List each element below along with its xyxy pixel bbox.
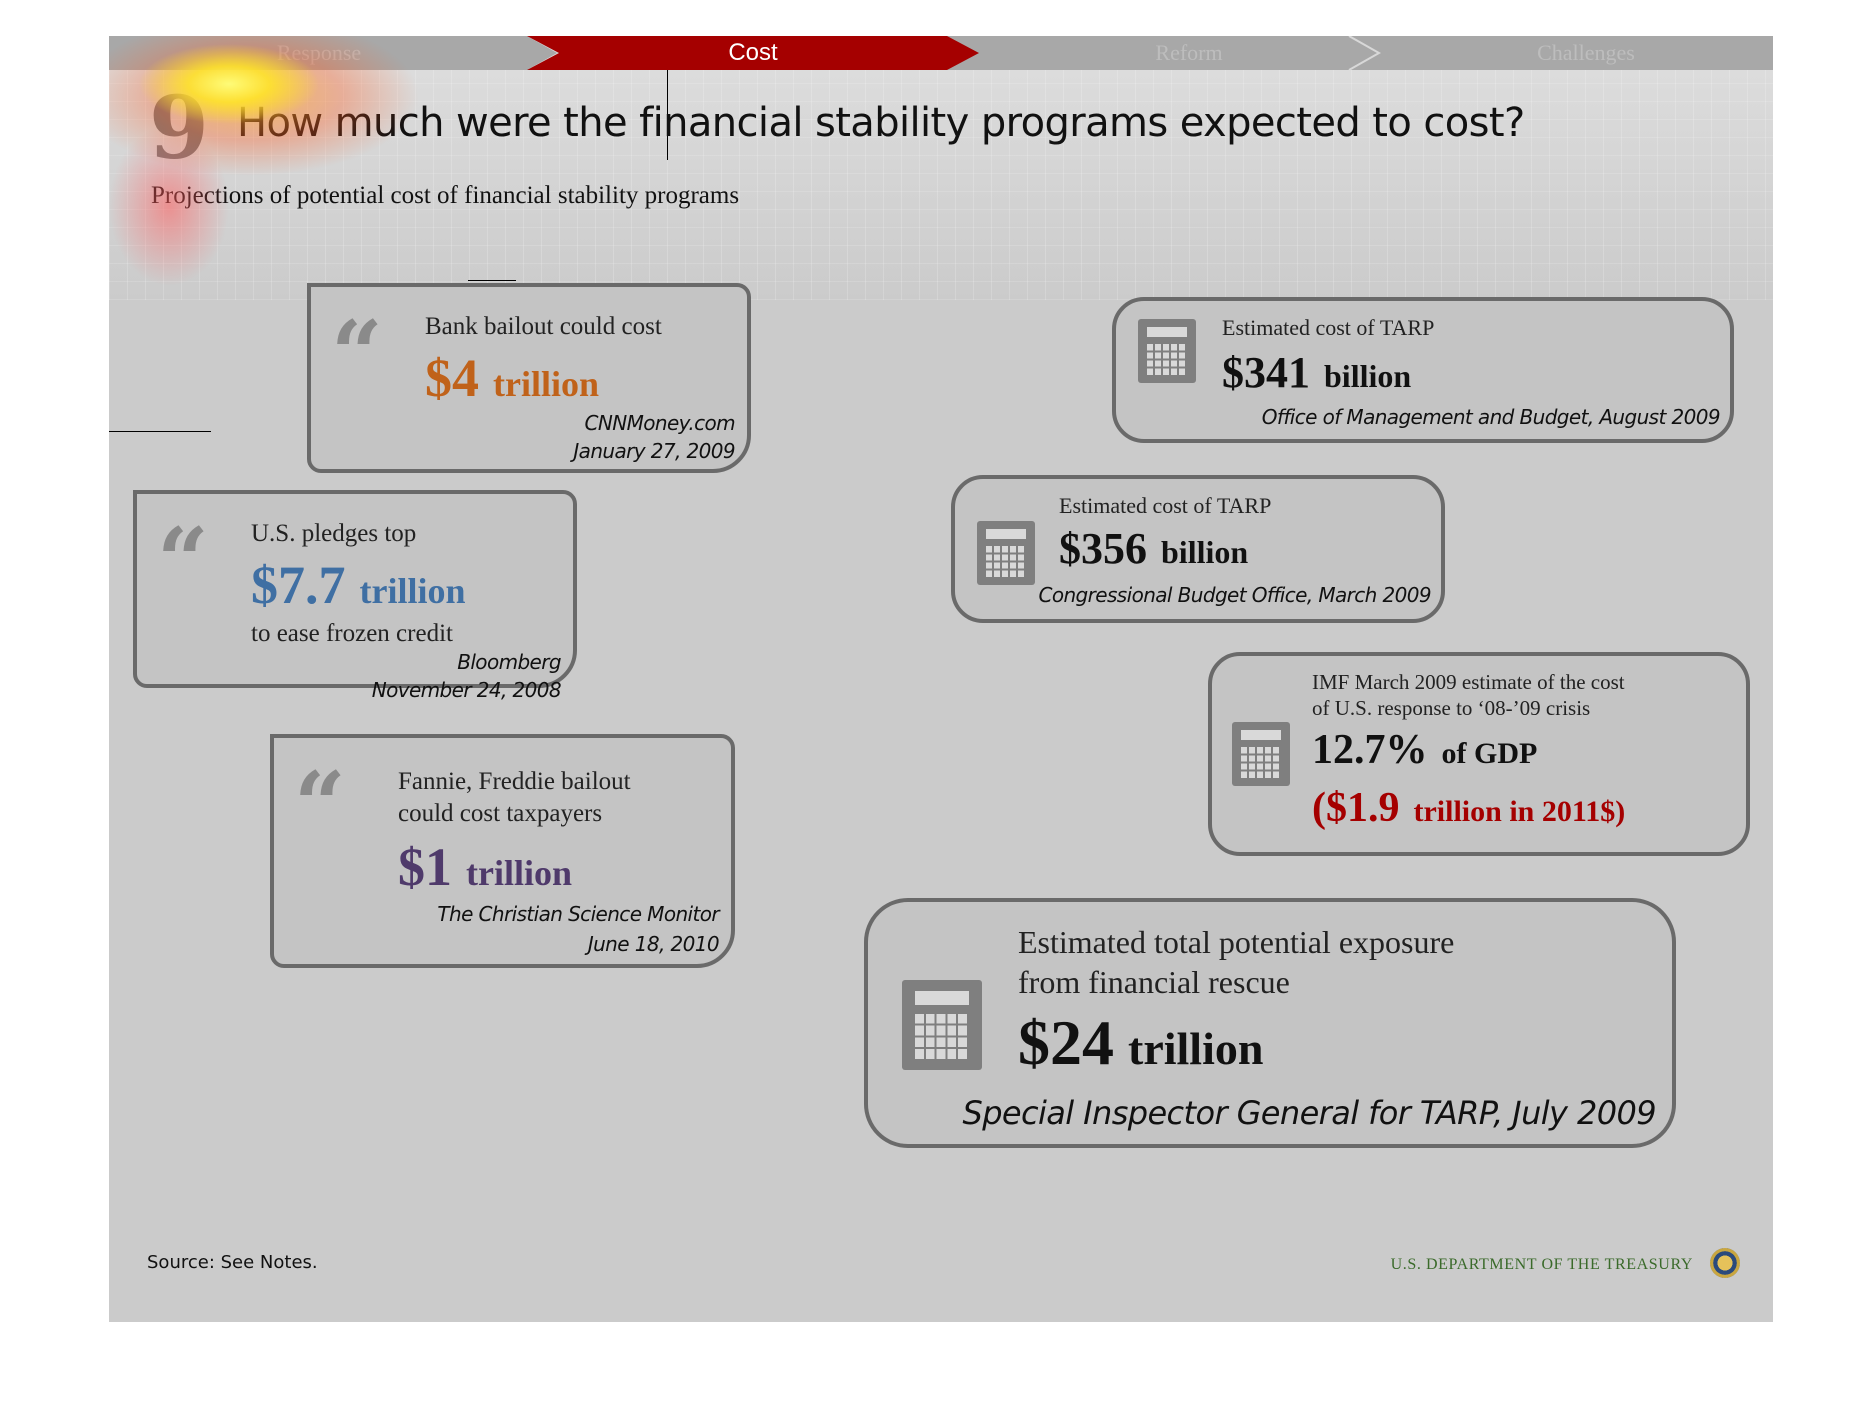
quote-headline-line1: Fannie, Freddie bailout bbox=[398, 768, 631, 795]
page-subtitle: Projections of potential cost of financi… bbox=[151, 182, 740, 209]
estimate-card-omb: Estimated cost of TARP $341 billion Offic… bbox=[1112, 297, 1734, 443]
estimate-source: Congressional Budget Office, March 2009 bbox=[1038, 583, 1431, 607]
estimate-source: Office of Management and Budget, August … bbox=[1261, 405, 1721, 429]
divider-line bbox=[667, 70, 668, 160]
quote-icon: “ bbox=[331, 301, 383, 407]
slide: Response Cost Reform Challenges 9 How mu… bbox=[109, 36, 1773, 1322]
question-number: 9 bbox=[149, 78, 209, 179]
divider-line bbox=[109, 431, 211, 432]
quote-amount: $7.7 trillion bbox=[251, 555, 466, 615]
calculator-icon bbox=[1232, 722, 1290, 786]
estimate-card-imf: IMF March 2009 estimate of the cost of U… bbox=[1208, 652, 1750, 856]
quote-icon: “ bbox=[294, 752, 346, 858]
quote-extra: to ease frozen credit bbox=[251, 620, 453, 647]
divider-line bbox=[468, 280, 516, 281]
estimate-amount: $24 trillion bbox=[1018, 1007, 1264, 1078]
estimate-source: Special Inspector General for TARP, July… bbox=[962, 1094, 1657, 1132]
page-title: How much were the financial stability pr… bbox=[237, 100, 1525, 146]
tab-reform[interactable]: Reform bbox=[1155, 40, 1223, 65]
estimate-label-line1: Estimated total potential exposure bbox=[1018, 924, 1455, 960]
estimate-card-sigtarp: Estimated total potential exposure from … bbox=[864, 898, 1676, 1148]
estimate-amount: 12.7% of GDP bbox=[1312, 727, 1538, 773]
estimate-amount: $356 billion bbox=[1059, 524, 1249, 573]
quote-source: Bloomberg bbox=[457, 650, 561, 674]
tab-challenges[interactable]: Challenges bbox=[1537, 40, 1635, 65]
treasury-seal-icon bbox=[1710, 1248, 1740, 1278]
chevron-right-icon bbox=[1348, 36, 1381, 70]
estimate-amount-2011-dollars: ($1.9 trillion in 2011$) bbox=[1312, 785, 1626, 831]
quote-card-fannie-freddie: “ Fannie, Freddie bailout could cost tax… bbox=[270, 734, 735, 968]
calculator-icon bbox=[902, 980, 982, 1070]
tab-cost[interactable]: Cost bbox=[527, 36, 979, 70]
quote-source: CNNMoney.com bbox=[584, 411, 735, 435]
quote-amount: $1 trillion bbox=[398, 837, 572, 897]
quote-headline-line2: could cost taxpayers bbox=[398, 800, 603, 827]
agency-name: U.S. DEPARTMENT OF THE TREASURY bbox=[1390, 1256, 1693, 1273]
tab-response[interactable]: Response bbox=[276, 40, 362, 65]
quote-date: June 18, 2010 bbox=[587, 932, 720, 956]
estimate-card-cbo: Estimated cost of TARP $356 billion Congr… bbox=[951, 475, 1445, 623]
estimate-label-line2: of U.S. response to ‘08-’09 crisis bbox=[1312, 696, 1591, 720]
estimate-label-line1: IMF March 2009 estimate of the cost bbox=[1312, 670, 1625, 694]
section-nav: Response Cost Reform Challenges bbox=[109, 36, 1773, 70]
quote-source: The Christian Science Monitor bbox=[437, 902, 719, 926]
quote-card-bank-bailout: “ Bank bailout could cost $4 trillion CNN… bbox=[307, 283, 751, 473]
quote-date: January 27, 2009 bbox=[573, 439, 735, 463]
quote-icon: “ bbox=[157, 508, 209, 614]
quote-card-us-pledges: “ U.S. pledges top $7.7 trillion to ease … bbox=[133, 490, 577, 702]
quote-date: November 24, 2008 bbox=[371, 678, 562, 702]
estimate-amount: $341 billion bbox=[1222, 348, 1412, 397]
quote-headline: U.S. pledges top bbox=[251, 520, 417, 547]
estimate-label: Estimated cost of TARP bbox=[1222, 315, 1435, 340]
source-note: Source: See Notes. bbox=[147, 1252, 318, 1273]
calculator-icon bbox=[1138, 319, 1196, 383]
quote-amount: $4 trillion bbox=[425, 348, 599, 408]
quote-headline: Bank bailout could cost bbox=[425, 313, 662, 340]
estimate-label: Estimated cost of TARP bbox=[1059, 493, 1272, 518]
calculator-icon bbox=[977, 521, 1035, 585]
estimate-label-line2: from financial rescue bbox=[1018, 964, 1290, 1000]
